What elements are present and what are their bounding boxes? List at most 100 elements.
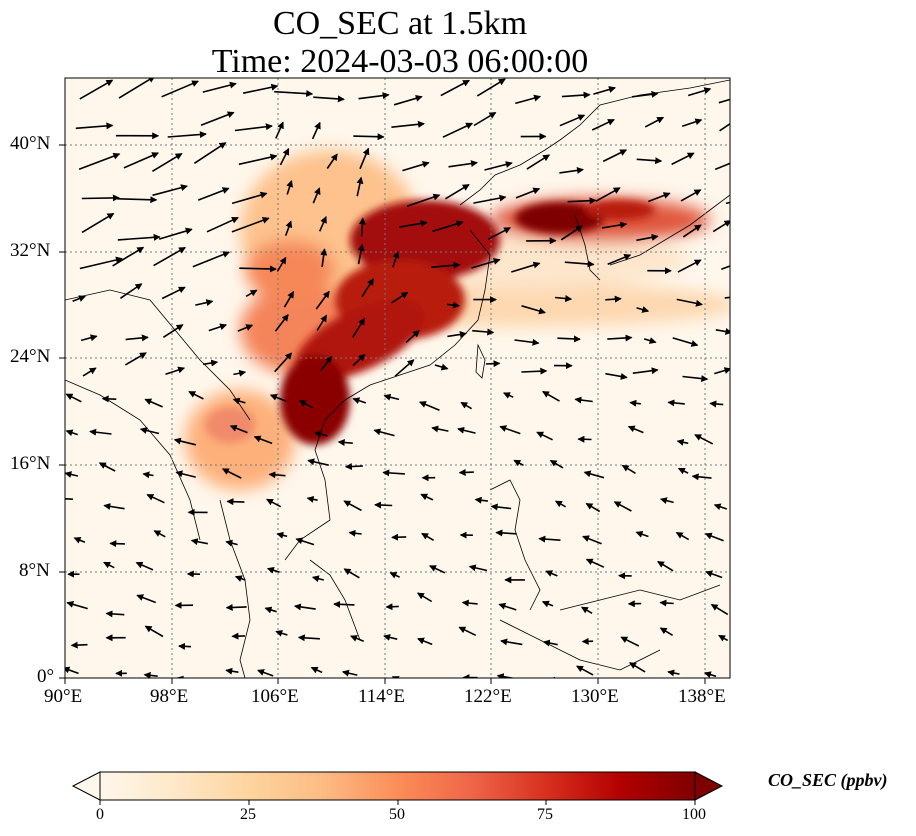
wind-arrow [143,671,158,678]
wind-arrow [266,498,282,508]
wind-arrow [279,147,290,166]
wind-arrow [613,501,632,512]
wind-arrow [152,184,188,197]
wind-arrow [648,192,671,203]
wind-arrow [561,91,591,99]
colorbar-label: CO_SEC (ppbv) [768,770,888,790]
wind-arrow [358,92,390,100]
wind-arrow [352,353,366,367]
wind-arrow [233,369,247,377]
wind-arrow [358,217,366,237]
wind-arrow [632,367,659,375]
wind-arrow [538,535,561,543]
wind-arrow [202,81,237,93]
wind-arrow [724,296,730,299]
colorbar-tick-label: 0 [96,806,104,823]
wind-arrow [474,496,489,504]
wind-arrow [636,233,659,242]
wind-arrow [680,189,702,202]
wind-arrow [343,500,362,512]
wind-arrow [344,463,363,471]
wind-arrow [357,243,365,265]
wind-arrow [237,324,254,332]
wind-arrow [197,187,230,201]
lat-tick-label: 40°N [10,133,51,154]
wind-arrow [298,400,314,409]
wind-arrow [306,495,318,503]
wind-arrow [144,625,164,638]
wind-arrow [225,539,238,547]
wind-arrow [687,87,712,97]
wind-arrow [275,629,288,637]
wind-arrow [144,398,163,408]
wind-arrow [420,493,434,501]
wind-arrow [541,600,554,608]
wind-arrow [195,299,214,307]
wind-arrow [667,669,680,677]
wind-arrow [173,437,197,446]
wind-arrow [580,606,593,614]
lat-tick-label: 8°N [19,560,50,581]
wind-arrow [448,160,478,168]
wind-arrow [275,121,284,139]
wind-arrow [511,261,541,273]
wind-arrow [286,179,294,195]
wind-arrow [705,570,723,579]
wind-arrow [417,637,433,646]
wind-arrow [703,671,717,678]
wind-arrow [620,636,640,647]
wind-arrow [293,603,316,611]
wind-arrow [434,363,449,371]
wind-arrow [472,328,495,336]
wind-arrow [139,427,160,435]
wind-arrow [383,393,400,401]
wind-arrow [80,334,98,342]
wind-arrow [490,503,512,511]
lat-tick-label: 24°N [10,346,51,367]
wind-arrow [382,469,405,477]
wind-arrow [536,431,553,441]
colorbar-tick-label: 75 [537,806,553,823]
wind-arrow [232,397,246,405]
wind-arrow [583,470,605,479]
wind-arrow [264,606,277,614]
wind-arrow [119,283,143,299]
wind-arrow [343,568,360,579]
wind-arrow [65,393,82,403]
wind-arrow [484,161,513,171]
wind-arrow [311,575,324,583]
wind-arrow [545,570,558,577]
wind-arrow [557,335,581,343]
wind-arrow [681,118,703,127]
wind-arrow [457,426,476,434]
wind-arrow [225,603,247,611]
wind-arrow [485,360,501,368]
wind-arrow [627,425,644,434]
wind-arrow [161,286,186,300]
wind-arrow [310,666,323,674]
wind-arrow [105,610,125,618]
wind-arrow [373,428,395,437]
colorbar [71,771,724,805]
wind-arrow [135,561,154,571]
wind-arrow [521,367,548,375]
wind-arrow [671,152,695,166]
lon-tick-label: 90°E [44,686,83,707]
wind-arrow [416,592,433,603]
wind-arrow [498,602,517,611]
wind-arrow [72,295,86,303]
wind-arrow [677,467,689,475]
wind-arrow [447,331,467,338]
wind-arrow [78,152,121,171]
wind-arrow [151,153,183,172]
wind-arrow [421,532,435,541]
lon-tick-label: 130°E [571,686,619,707]
wind-arrow [350,635,365,643]
wind-arrow [704,532,724,542]
wind-arrow [682,224,702,238]
wind-arrow [629,662,646,673]
lon-tick-label: 122°E [464,686,512,707]
wind-arrow [521,305,546,315]
wind-arrow [502,392,514,399]
